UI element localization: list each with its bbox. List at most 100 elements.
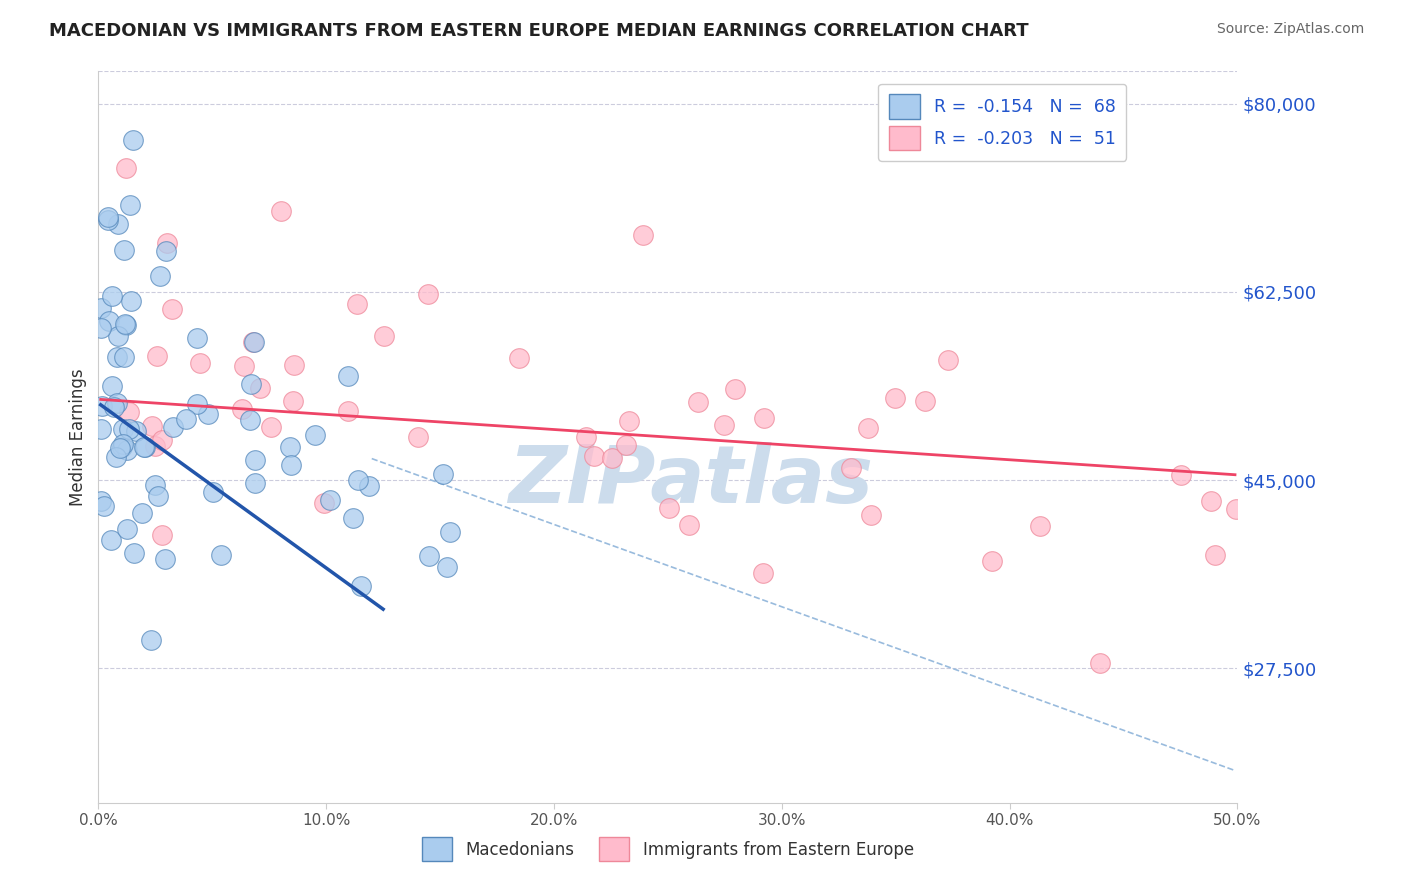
Point xyxy=(97,210,120,224)
Point xyxy=(686,395,709,409)
Point xyxy=(1199,494,1222,508)
Point xyxy=(115,318,138,333)
Point xyxy=(186,331,208,345)
Point xyxy=(860,508,883,522)
Point xyxy=(132,440,155,454)
Point xyxy=(155,244,177,258)
Point xyxy=(103,400,125,414)
Point xyxy=(883,392,905,406)
Point xyxy=(602,450,624,465)
Point xyxy=(416,287,439,301)
Point xyxy=(150,528,173,542)
Point xyxy=(97,213,120,227)
Point xyxy=(143,439,166,453)
Point xyxy=(201,484,224,499)
Point xyxy=(118,422,141,436)
Point xyxy=(197,407,219,421)
Point xyxy=(752,566,775,581)
Point xyxy=(143,478,166,492)
Point xyxy=(239,413,262,427)
Point xyxy=(1225,501,1247,516)
Point xyxy=(232,359,254,373)
Point xyxy=(1088,656,1111,670)
Point xyxy=(432,467,454,481)
Point xyxy=(112,437,135,451)
Point xyxy=(120,293,142,308)
Point xyxy=(148,490,170,504)
Point xyxy=(259,419,281,434)
Point xyxy=(105,450,128,464)
Point xyxy=(304,428,326,442)
Point xyxy=(280,458,302,473)
Point xyxy=(337,404,360,418)
Point xyxy=(115,443,138,458)
Point xyxy=(1028,518,1050,533)
Point xyxy=(436,560,458,574)
Point xyxy=(134,440,156,454)
Text: MACEDONIAN VS IMMIGRANTS FROM EASTERN EUROPE MEDIAN EARNINGS CORRELATION CHART: MACEDONIAN VS IMMIGRANTS FROM EASTERN EU… xyxy=(49,22,1029,40)
Point xyxy=(319,493,342,508)
Point xyxy=(839,461,862,475)
Point xyxy=(112,421,135,435)
Point xyxy=(1204,549,1226,563)
Text: ZIPatlas: ZIPatlas xyxy=(508,442,873,520)
Point xyxy=(120,198,142,212)
Point xyxy=(107,329,129,343)
Point xyxy=(156,236,179,251)
Y-axis label: Median Earnings: Median Earnings xyxy=(69,368,87,506)
Point xyxy=(100,533,122,548)
Point xyxy=(139,632,162,647)
Point xyxy=(107,217,129,231)
Point xyxy=(93,499,115,513)
Point xyxy=(125,424,148,438)
Point xyxy=(631,228,654,243)
Point xyxy=(278,440,301,454)
Point xyxy=(146,349,169,363)
Point xyxy=(188,356,211,370)
Point xyxy=(90,421,112,435)
Point xyxy=(617,414,640,428)
Point xyxy=(314,496,336,510)
Point xyxy=(108,442,131,456)
Point xyxy=(100,289,122,303)
Point xyxy=(678,518,700,533)
Point xyxy=(346,473,368,487)
Point xyxy=(752,411,775,425)
Point xyxy=(90,493,112,508)
Point xyxy=(346,296,368,310)
Text: Source: ZipAtlas.com: Source: ZipAtlas.com xyxy=(1216,22,1364,37)
Point xyxy=(141,418,163,433)
Point xyxy=(373,329,395,343)
Point xyxy=(186,397,208,411)
Point xyxy=(359,479,381,493)
Point xyxy=(122,547,145,561)
Point xyxy=(131,506,153,520)
Point xyxy=(112,244,135,258)
Point xyxy=(101,379,124,393)
Point xyxy=(98,313,121,327)
Point xyxy=(406,429,429,443)
Point xyxy=(856,421,879,435)
Point xyxy=(283,359,305,373)
Point xyxy=(115,522,138,536)
Point xyxy=(160,301,183,316)
Point xyxy=(243,452,266,467)
Point xyxy=(614,438,637,452)
Point xyxy=(114,161,136,176)
Point xyxy=(118,404,141,418)
Point xyxy=(153,552,176,566)
Point xyxy=(150,433,173,447)
Point xyxy=(724,382,747,396)
Point xyxy=(90,400,112,414)
Point xyxy=(231,401,253,416)
Legend: Macedonians, Immigrants from Eastern Europe: Macedonians, Immigrants from Eastern Eur… xyxy=(415,830,921,868)
Point xyxy=(243,475,266,490)
Point xyxy=(337,368,360,383)
Point xyxy=(174,411,197,425)
Point xyxy=(713,417,735,432)
Point xyxy=(149,269,172,284)
Point xyxy=(936,352,959,367)
Point xyxy=(914,394,936,409)
Point xyxy=(242,334,264,349)
Point xyxy=(439,524,461,539)
